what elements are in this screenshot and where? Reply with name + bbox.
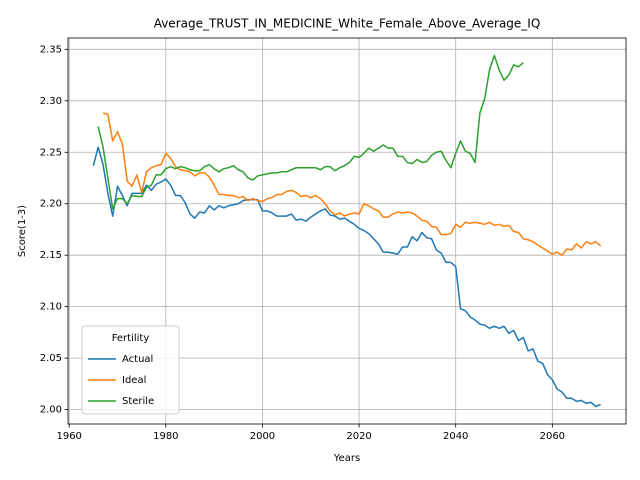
- plot-frame: [67, 37, 627, 425]
- x-tick-label: 1980: [153, 431, 178, 442]
- x-tick-label: 2040: [443, 431, 468, 442]
- x-tick-label: 2020: [346, 431, 371, 442]
- y-tick-label: 2.25: [40, 147, 62, 158]
- legend-label: Sterile: [122, 396, 154, 407]
- y-tick-label: 2.30: [40, 96, 62, 107]
- y-tick-label: 2.00: [40, 405, 62, 416]
- y-tick-label: 2.20: [40, 199, 62, 210]
- data-line: [97, 54, 524, 210]
- x-tick-label: 2000: [250, 431, 275, 442]
- legend-box: [81, 325, 180, 415]
- legend-label: Ideal: [122, 375, 146, 386]
- data-line: [92, 146, 601, 408]
- x-tick-label: 2060: [540, 431, 565, 442]
- legend-title: Fertility: [112, 333, 150, 344]
- y-tick-label: 2.05: [40, 353, 62, 364]
- data-line: [102, 112, 602, 256]
- legend-label: Actual: [122, 354, 153, 365]
- y-tick-label: 2.10: [40, 302, 62, 313]
- y-tick-label: 2.15: [40, 250, 62, 261]
- y-axis-label: Score(1-3): [17, 205, 28, 257]
- x-axis-label: Years: [333, 453, 360, 464]
- y-tick-label: 2.35: [40, 44, 62, 55]
- x-tick-label: 1960: [56, 431, 81, 442]
- chart-title: Average_TRUST_IN_MEDICINE_White_Female_A…: [154, 17, 541, 31]
